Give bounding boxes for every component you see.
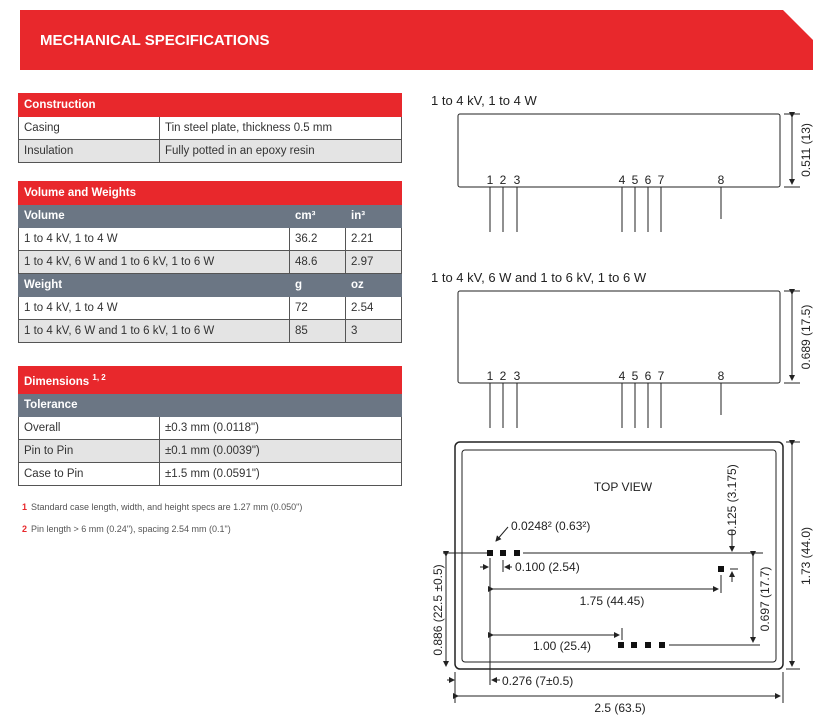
cell: 3 <box>345 319 402 343</box>
cell: Case to Pin <box>18 462 160 486</box>
cell: 48.6 <box>289 250 346 274</box>
table-row: Insulation Fully potted in an epoxy resin <box>18 139 402 163</box>
col-header: Tolerance <box>18 393 402 417</box>
pin-label: 3 <box>514 173 521 187</box>
pin-label: 2 <box>500 369 507 383</box>
pin-size-dim: 0.0248² (0.63²) <box>511 519 590 533</box>
pin-label: 1 <box>487 173 494 187</box>
pin-label: 7 <box>658 173 665 187</box>
section-title: MECHANICAL SPECIFICATIONS <box>40 32 270 49</box>
cell: Fully potted in an epoxy resin <box>159 139 402 163</box>
volume-weights-table: Volume and Weights Volume cm³ in³ 1 to 4 k… <box>18 181 402 343</box>
footnote-text: Standard case length, width, and height … <box>31 502 303 512</box>
pin-pitch-dim: 0.100 (2.54) <box>515 560 580 574</box>
cell: 1 to 4 kV, 6 W and 1 to 6 kV, 1 to 6 W <box>18 250 290 274</box>
cell: Insulation <box>18 139 160 163</box>
footnote: 2 Pin length > 6 mm (0.24"), spacing 2.54… <box>22 524 231 534</box>
pin-label: 5 <box>632 369 639 383</box>
footnote-text: Pin length > 6 mm (0.24"), spacing 2.54 … <box>31 524 231 534</box>
pin-label: 6 <box>645 173 652 187</box>
footnote-num: 1 <box>22 502 28 512</box>
col-header: cm³ <box>289 204 346 228</box>
cell: Pin to Pin <box>18 439 160 463</box>
cell: Casing <box>18 116 160 140</box>
footnote-ref: 1, 2 <box>92 372 106 382</box>
top-view-label: TOP VIEW <box>594 480 653 494</box>
table-row: Pin to Pin ±0.1 mm (0.0039") <box>18 439 402 463</box>
cell: ±1.5 mm (0.0591") <box>159 462 402 486</box>
construction-table: Construction Casing Tin steel plate, thic… <box>18 93 402 163</box>
pins <box>487 550 724 648</box>
col-header: in³ <box>345 204 402 228</box>
row-gap-dim: 0.697 (17.7) <box>758 567 772 632</box>
left-edge-dim: 0.886 (22.5 ±0.5) <box>431 564 445 655</box>
section-banner: MECHANICAL SPECIFICATIONS <box>20 10 813 70</box>
pin-label: 1 <box>487 369 494 383</box>
table-title: Volume and Weights <box>18 181 402 205</box>
pin-label: 3 <box>514 369 521 383</box>
pin-label: 5 <box>632 173 639 187</box>
height-dim: 1.73 (44.0) <box>799 527 813 585</box>
dimensions-table: Dimensions 1, 2 Tolerance Overall ±0.3 mm… <box>18 366 402 486</box>
pin-label: 7 <box>658 369 665 383</box>
cell: 72 <box>289 296 346 320</box>
pin-label: 4 <box>619 369 626 383</box>
col-header: Weight <box>18 273 290 297</box>
pin-label: 8 <box>718 369 725 383</box>
table-row: Case to Pin ±1.5 mm (0.0591") <box>18 462 402 486</box>
col-header: oz <box>345 273 402 297</box>
footnote-num: 2 <box>22 524 28 534</box>
drawing-title: 1 to 4 kV, 1 to 4 W <box>431 93 537 108</box>
pin-label: 2 <box>500 173 507 187</box>
span-dim: 1.75 (44.45) <box>580 594 645 608</box>
cell: ±0.1 mm (0.0039") <box>159 439 402 463</box>
cell: 85 <box>289 319 346 343</box>
inset-dim: 0.125 (3.175) <box>725 464 739 535</box>
bottom-offset-dim: 1.00 (25.4) <box>533 639 591 653</box>
drawing-title: 1 to 4 kV, 6 W and 1 to 6 kV, 1 to 6 W <box>431 270 647 285</box>
cell: Tin steel plate, thickness 0.5 mm <box>159 116 402 140</box>
top-view: TOP VIEW 0.0248² (0.63²) 0.100 (2.54) 1.… <box>431 440 813 715</box>
height-dimension: 0.511 (13) <box>799 123 813 177</box>
pin-label: 8 <box>718 173 725 187</box>
col-header: Volume <box>18 204 290 228</box>
table-title: Construction <box>18 93 402 117</box>
col-header: g <box>289 273 346 297</box>
side-view-2: 1 to 4 kV, 6 W and 1 to 6 kV, 1 to 6 W 1… <box>431 270 813 428</box>
title-text: Dimensions <box>24 375 90 388</box>
table-row: Overall ±0.3 mm (0.0118") <box>18 416 402 440</box>
footnote: 1 Standard case length, width, and height… <box>22 502 302 512</box>
width-dim: 2.5 (63.5) <box>594 701 645 715</box>
table-row: 1 to 4 kV, 6 W and 1 to 6 kV, 1 to 6 W 48… <box>18 250 402 274</box>
table-row: 1 to 4 kV, 6 W and 1 to 6 kV, 1 to 6 W 85… <box>18 319 402 343</box>
height-dimension: 0.689 (17.5) <box>799 305 813 370</box>
table-row: Casing Tin steel plate, thickness 0.5 mm <box>18 116 402 140</box>
cell: 2.97 <box>345 250 402 274</box>
cell: 1 to 4 kV, 6 W and 1 to 6 kV, 1 to 6 W <box>18 319 290 343</box>
cell: ±0.3 mm (0.0118") <box>159 416 402 440</box>
table-title: Dimensions 1, 2 <box>18 366 402 394</box>
case-to-pin-dim: 0.276 (7±0.5) <box>502 674 573 688</box>
pin-label: 4 <box>619 173 626 187</box>
pin-label: 6 <box>645 369 652 383</box>
